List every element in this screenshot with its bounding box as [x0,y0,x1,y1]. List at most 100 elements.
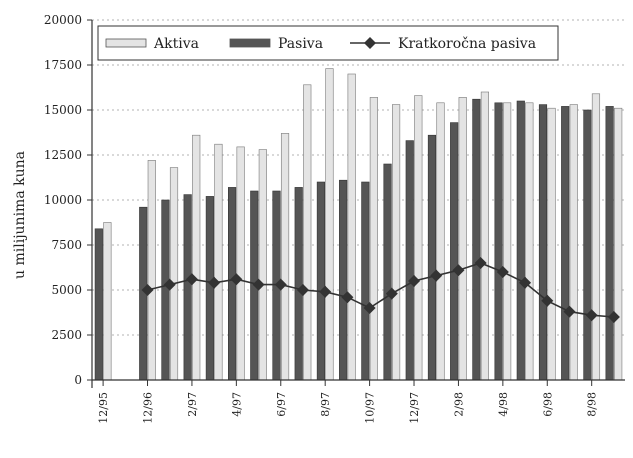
bar-aktiva [547,107,556,381]
y-tick-label: 10000 [44,193,82,207]
bar-aktiva [480,91,489,381]
marker-kratkorocna-pasiva [163,278,176,291]
legend: Aktiva Pasiva Kratkoročna pasiva [97,25,559,61]
marker-kratkorocna-pasiva [474,257,487,269]
legend-label: Pasiva [278,36,323,52]
y-tick-label: 2500 [51,328,82,342]
marker-kratkorocna-pasiva [208,276,221,289]
marker-kratkorocna-pasiva [252,278,265,291]
bar-aktiva [392,104,401,381]
line-layer [141,257,620,323]
bar-pasiva [494,102,503,381]
marker-kratkorocna-pasiva [296,284,309,296]
bar-aktiva [614,107,623,381]
x-tick-label: 2/97 [186,392,199,417]
y-tick-label: 15000 [44,103,82,117]
y-tick-label: 7500 [51,238,82,252]
bar-pasiva [205,196,214,381]
y-tick-label: 0 [74,373,82,387]
bar-pasiva [472,98,481,381]
x-tick-label: 4/97 [230,392,243,417]
bar-aktiva [103,222,112,381]
marker-kratkorocna-pasiva [230,273,243,286]
marker-kratkorocna-pasiva [319,285,332,298]
bars-layer [94,68,623,381]
x-tick-label: 4/98 [497,392,510,417]
bar-pasiva [405,140,414,381]
bar-aktiva [503,102,512,381]
marker-kratkorocna-pasiva [341,291,354,304]
bar-aktiva [280,133,290,381]
marker-kratkorocna-pasiva [519,276,532,289]
bar-aktiva [214,143,223,381]
x-tick-label: 8/97 [319,392,332,417]
marker-kratkorocna-pasiva [274,278,287,291]
bar-pasiva [316,181,325,381]
marker-kratkorocna-pasiva [452,264,465,277]
bar-aktiva [147,160,156,381]
bar-pasiva [294,187,303,381]
axes [87,19,625,388]
marker-kratkorocna-pasiva [430,269,443,282]
bar-aktiva [525,102,534,381]
bar-aktiva [591,93,601,381]
bar-aktiva [169,167,179,381]
bar-pasiva [561,106,570,381]
bar-aktiva [369,97,378,381]
bar-pasiva [339,179,348,381]
bar-pasiva [94,228,103,381]
bar-aktiva [569,104,578,381]
marker-kratkorocna-pasiva [607,311,620,323]
tick-labels: 0 2500 5000 7500 10000 12500 15000 17500 20000 12… [44,13,599,424]
marker-kratkorocna-pasiva [496,266,509,278]
bar-pasiva [450,122,459,381]
bar-pasiva [228,187,237,381]
marker-kratkorocna-pasiva [563,305,576,318]
bar-aktiva [258,149,267,381]
x-tick-label: 12/95 [97,392,110,424]
bar-pasiva [605,106,614,381]
legend-label: Kratkoročna pasiva [398,36,536,52]
marker-kratkorocna-pasiva [363,302,376,314]
bar-aktiva [303,84,312,381]
bar-aktiva [414,95,423,381]
bar-aktiva [458,97,467,381]
marker-kratkorocna-pasiva [408,275,421,287]
x-tick-label: 6/97 [275,392,288,417]
marker-kratkorocna-pasiva [585,309,598,322]
legend-swatch [105,38,147,48]
bar-pasiva [427,134,437,381]
bar-pasiva [538,104,548,381]
bar-pasiva [583,109,592,381]
marker-kratkorocna-pasiva [141,284,154,296]
x-tick-label: 2/98 [452,392,465,417]
x-tick-label: 6/98 [541,392,554,417]
marker-kratkorocna-pasiva [541,294,554,307]
x-tick-label: 10/97 [364,392,377,424]
legend-label: Aktiva [153,36,199,52]
x-tick-label: 12/96 [142,392,155,424]
bar-pasiva [383,163,392,381]
marker-kratkorocna-pasiva [385,287,398,300]
bar-pasiva [516,100,525,381]
legend-swatch [229,38,271,48]
legend-marker [364,37,376,49]
bar-aktiva [436,102,445,381]
y-tick-label: 20000 [44,13,82,27]
y-tick-label: 12500 [44,148,82,162]
bar-pasiva [161,199,170,381]
bar-aktiva [325,68,334,381]
x-tick-label: 12/97 [408,392,421,424]
bar-aktiva [236,146,245,381]
x-tick-label: 8/98 [586,392,599,417]
bar-aktiva [347,73,356,381]
bar-pasiva [183,194,192,381]
line-kratkorocna-pasiva [147,262,614,318]
bar-aktiva [192,134,201,381]
y-tick-label: 5000 [51,283,82,297]
legend-box [97,25,559,61]
bar-pasiva [361,181,370,381]
grid-lines [92,19,625,336]
